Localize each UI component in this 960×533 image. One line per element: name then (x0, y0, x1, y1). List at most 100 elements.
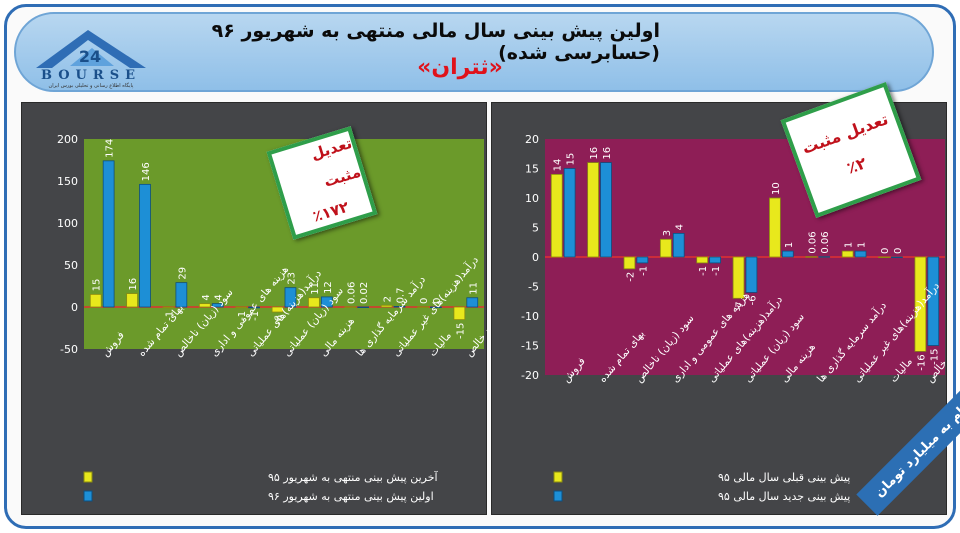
bar (563, 168, 576, 258)
bar (672, 232, 685, 258)
data-label: 2 (383, 296, 394, 302)
bar (271, 306, 284, 313)
bar (550, 174, 563, 258)
data-label: -1 (237, 311, 248, 321)
bar (659, 238, 672, 258)
left-chart-panel: -50 0 50 100 150 200 15 16 -1 4 -1 -6 11 0.06 2 0 -15 174… (21, 102, 488, 515)
data-label: 15 (566, 153, 577, 166)
y-tick-label: -5 (528, 281, 539, 294)
data-label: 146 (141, 162, 152, 181)
legend-label: آخرین پیش بینی منتهی به شهریور ۹۵ (268, 470, 439, 484)
left-chart: -50 0 50 100 150 200 15 16 -1 4 -1 -6 11 0.06 2 0 -15 174… (57, 133, 488, 503)
bar (623, 256, 636, 270)
y-tick-label: 50 (64, 259, 78, 272)
svg-text:24: 24 (79, 47, 101, 66)
data-label: -6 (274, 315, 285, 325)
data-label: -1 (164, 311, 175, 321)
y-tick-label: 5 (532, 222, 539, 235)
legend-label: پیش بینی قبلی سال مالی ۹۵ (718, 471, 850, 484)
data-label: 0.7 (396, 288, 407, 304)
data-label: 0 (893, 248, 904, 254)
right-badge-percent: ٪۲ (844, 153, 870, 178)
bar (600, 162, 612, 258)
bar (211, 303, 224, 308)
data-label: 4 (214, 294, 225, 300)
data-label: -1 (698, 266, 709, 276)
data-label: 16 (128, 278, 139, 291)
page-title: اولین پیش بینی سال مالی منتهی به شهریور … (211, 20, 660, 64)
legend-swatch (553, 490, 563, 502)
legend-swatch (83, 490, 93, 502)
legend-label: پیش بینی جدید سال مالی ۹۵ (718, 490, 850, 503)
data-label: 0 (419, 298, 430, 304)
bar (162, 306, 175, 309)
bar (89, 293, 102, 308)
y-tick-label: 0 (71, 301, 78, 314)
data-label: 0 (880, 248, 891, 254)
legend-swatch (553, 471, 563, 483)
data-label: -1 (250, 311, 261, 321)
bar (284, 287, 297, 308)
data-label: -7 (735, 301, 746, 311)
bar (709, 256, 721, 264)
bar (453, 306, 466, 320)
bar (818, 256, 831, 258)
data-label: 3 (662, 230, 673, 236)
data-label: 11 (468, 282, 479, 295)
bar (805, 256, 818, 258)
logo-wordmark: BOURSE (41, 68, 141, 83)
bourse-logo: 24 BOURSE پایگاه اطلاع رسانی و تحلیلی بو… (18, 26, 164, 89)
y-tick-label: 150 (57, 175, 78, 188)
data-label: -15 (929, 349, 940, 365)
data-label: -1 (711, 266, 722, 276)
data-label: 0.06 (807, 231, 818, 253)
y-tick-label: 100 (57, 217, 78, 230)
bar (745, 256, 758, 293)
bar (139, 183, 151, 308)
data-label: 4 (201, 294, 212, 300)
bar (430, 306, 442, 309)
bar (175, 282, 188, 308)
data-label: -16 (916, 354, 927, 370)
y-tick-label: 0 (532, 251, 539, 264)
bar (344, 306, 357, 308)
y-tick-label: 10 (525, 192, 539, 205)
bar (878, 256, 890, 259)
bar (126, 293, 138, 308)
bar (248, 306, 260, 309)
bar (732, 256, 745, 299)
bar (393, 306, 406, 308)
data-label: 14 (553, 159, 564, 172)
title-banner (14, 12, 934, 92)
data-label: 15 (92, 279, 103, 292)
logo-subtext: پایگاه اطلاع رسانی و تحلیلی بورس ایران (48, 83, 134, 89)
company-name: «ثتران» (417, 55, 503, 80)
bar (357, 306, 370, 308)
bar (841, 250, 854, 258)
bar (417, 306, 429, 309)
bar (102, 160, 115, 308)
data-label: 1 (844, 242, 855, 248)
bar (891, 256, 903, 259)
data-label: -1 (638, 266, 649, 276)
data-label: 0.02 (359, 282, 370, 304)
bar (854, 250, 867, 258)
data-label: 16 (589, 147, 600, 160)
bar (636, 256, 649, 264)
legend-swatch (83, 471, 93, 483)
bar (320, 296, 333, 308)
legend-label: اولین پیش بینی منتهی به شهریور ۹۶ (268, 490, 434, 503)
y-tick-label: 200 (57, 133, 78, 146)
data-label: 4 (675, 224, 686, 230)
data-label: 0.06 (346, 282, 357, 304)
data-label: 0 (432, 298, 443, 304)
bar (380, 304, 393, 308)
bar (235, 306, 248, 309)
data-label: 12 (323, 281, 334, 294)
data-label: 23 (286, 272, 297, 285)
bar (914, 256, 927, 352)
bar (587, 162, 599, 258)
bar (696, 256, 709, 264)
bar (781, 250, 794, 258)
data-label: 11 (310, 282, 321, 295)
